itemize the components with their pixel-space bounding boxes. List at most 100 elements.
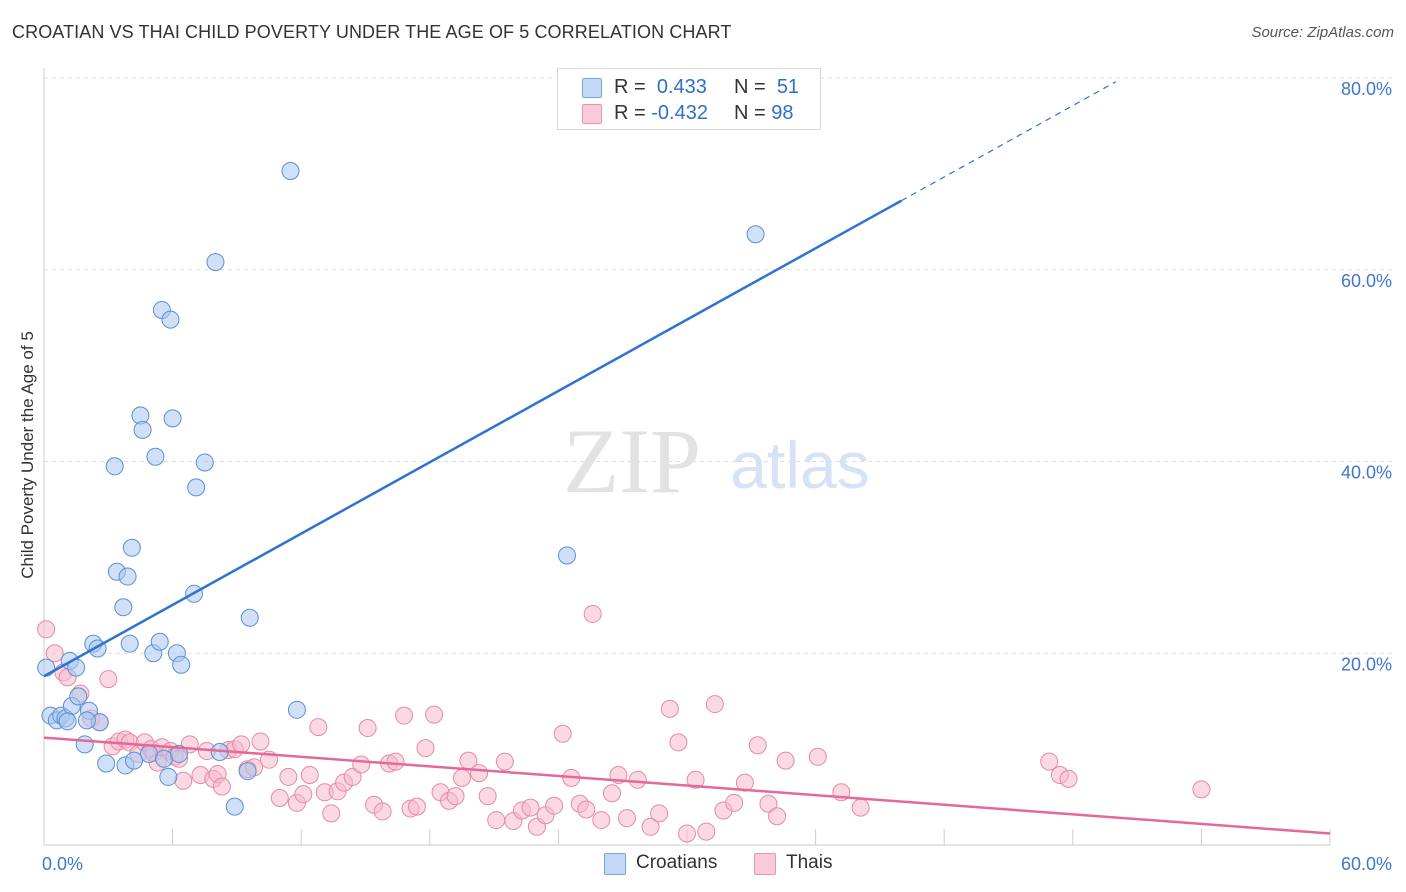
tick-labels: 20.0% 40.0% 60.0% 80.0% 0.0% 60.0% (42, 79, 1392, 874)
bottom-legend-swatch-croatians (604, 853, 626, 875)
thai-point (174, 771, 193, 790)
legend-swatch-thais (582, 104, 602, 124)
chart-title: CROATIAN VS THAI CHILD POVERTY UNDER THE… (12, 22, 732, 42)
thai-point (808, 747, 827, 766)
thai-point (270, 789, 289, 808)
thai-point (232, 735, 251, 754)
croatian-point (114, 598, 133, 617)
thai-point (373, 802, 392, 821)
croatian-point (118, 567, 137, 586)
croatian-point (125, 751, 144, 770)
thai-point (553, 724, 572, 743)
thai-point (386, 752, 405, 771)
thai-point (407, 797, 426, 816)
legend-n-label: N = (734, 76, 766, 98)
thai-point (45, 644, 64, 663)
correlation-legend: R = 0.433 N = 51 R = -0.432 N = 98 (557, 68, 821, 130)
croatian-point (172, 655, 191, 674)
croatians-trend-line (43, 199, 902, 678)
y-tick-label: 40.0% (1341, 463, 1392, 483)
thai-point (592, 811, 611, 830)
source-label: Source: ZipAtlas.com (1251, 24, 1394, 41)
thais-points (37, 604, 1211, 843)
croatian-point (163, 409, 182, 428)
thai-point (279, 767, 298, 786)
thai-point (425, 705, 444, 724)
thai-point (1059, 769, 1078, 788)
bottom-legend-swatch-thais (754, 853, 776, 875)
croatians-trend-extension (901, 81, 1116, 202)
croatian-point (75, 735, 94, 754)
croatian-point (58, 712, 77, 731)
thai-point (650, 804, 669, 823)
watermark: ZIP atlas (563, 410, 870, 512)
grid-layer (44, 77, 1392, 654)
croatian-point (238, 762, 257, 781)
thai-point (776, 751, 795, 770)
croatian-point (146, 447, 165, 466)
legend-n-value: 51 (776, 76, 800, 98)
thai-point (452, 768, 471, 787)
legend-r-label: R = (614, 102, 646, 124)
croatian-point (240, 608, 259, 627)
thai-point (851, 798, 870, 817)
croatian-point (281, 161, 300, 180)
legend-swatch-croatians (582, 78, 602, 98)
thai-point (577, 800, 596, 819)
thai-point (309, 718, 328, 737)
croatian-point (105, 457, 124, 476)
thai-point (725, 793, 744, 812)
croatian-point (225, 797, 244, 816)
thai-point (602, 784, 621, 803)
croatian-point (133, 420, 152, 439)
croatian-point (155, 749, 174, 768)
y-tick-label: 20.0% (1341, 654, 1392, 674)
thai-point (697, 822, 716, 841)
thai-point (294, 785, 313, 804)
thai-point (322, 804, 341, 823)
thai-point (300, 766, 319, 785)
thai-point (212, 777, 231, 796)
y-tick-label: 60.0% (1341, 271, 1392, 291)
thais-trend-line (43, 736, 1331, 835)
thai-point (686, 770, 705, 789)
thai-point (521, 798, 540, 817)
croatian-point (170, 744, 189, 763)
bottom-legend-label-croatians: Croatians (636, 852, 718, 873)
croatian-point (159, 767, 178, 786)
thai-point (395, 706, 414, 725)
croatian-point (557, 546, 576, 565)
thai-point (352, 755, 371, 774)
legend-n-value: 98 (771, 102, 794, 124)
thai-point (583, 604, 602, 623)
thai-point (660, 699, 679, 718)
legend-r-label: R = (614, 76, 646, 98)
thai-point (1192, 780, 1211, 799)
thai-point (37, 620, 56, 639)
thai-point (446, 787, 465, 806)
watermark-zip: ZIP (563, 410, 701, 512)
thai-point (470, 764, 489, 783)
thai-point (759, 794, 778, 813)
thai-point (487, 811, 506, 830)
thai-point (678, 824, 696, 843)
croatian-point (77, 711, 96, 730)
thai-point (617, 809, 636, 828)
croatian-point (161, 310, 180, 329)
thai-point (669, 733, 688, 752)
thai-point (416, 739, 435, 758)
watermark-atlas: atlas (730, 428, 869, 502)
croatian-point (287, 700, 306, 719)
thai-point (495, 752, 514, 771)
thai-point (705, 695, 724, 714)
thai-point (478, 787, 497, 806)
thai-point (735, 773, 754, 792)
thai-point (343, 767, 362, 786)
croatian-point (97, 754, 116, 773)
croatians-points (37, 161, 765, 816)
thai-point (748, 736, 767, 755)
trend-lines (43, 81, 1331, 835)
croatian-point (37, 658, 56, 677)
y-axis-label: Child Poverty Under the Age of 5 (18, 331, 37, 579)
croatian-point (187, 478, 206, 497)
